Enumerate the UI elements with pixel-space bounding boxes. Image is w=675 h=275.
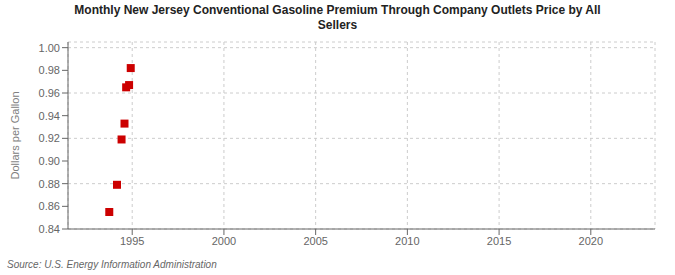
svg-text:0.84: 0.84 <box>39 223 60 235</box>
svg-text:1995: 1995 <box>120 235 144 247</box>
svg-text:2005: 2005 <box>303 235 327 247</box>
svg-text:0.88: 0.88 <box>39 178 60 190</box>
svg-text:2020: 2020 <box>579 235 603 247</box>
html-text:Monthly New Jersey Conventiona: Monthly New Jersey Conventional Gasoline… <box>74 3 601 32</box>
svg-text:0.90: 0.90 <box>39 155 60 167</box>
html-text:Source: U.S. Energy Informatio: Source: U.S. Energy Information Administ… <box>7 259 217 270</box>
svg-text:0.94: 0.94 <box>39 110 60 122</box>
svg-text:0.98: 0.98 <box>39 64 60 76</box>
svg-text:2010: 2010 <box>395 235 419 247</box>
svg-text:Dollars per Gallon: Dollars per Gallon <box>9 91 21 179</box>
svg-text:0.86: 0.86 <box>39 200 60 212</box>
svg-text:0.96: 0.96 <box>39 87 60 99</box>
svg-text:2015: 2015 <box>487 235 511 247</box>
svg-text:1.00: 1.00 <box>39 42 60 54</box>
svg-text:2000: 2000 <box>212 235 236 247</box>
svg-text:0.92: 0.92 <box>39 132 60 144</box>
